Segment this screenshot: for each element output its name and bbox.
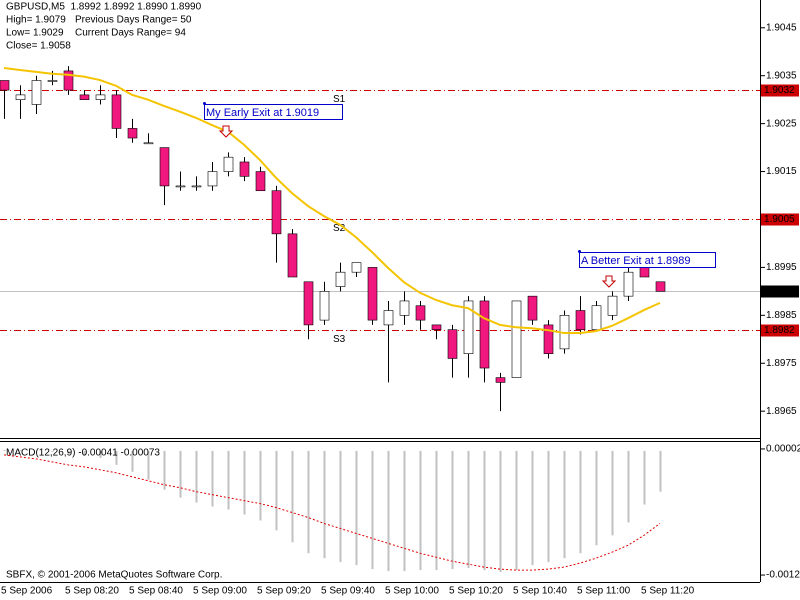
- candle-body: [639, 267, 650, 278]
- annotation-anchor: [578, 250, 581, 253]
- y-tick-label: 0.00002: [766, 444, 800, 455]
- y-tick-label: 1.9045: [766, 22, 797, 33]
- candle-body: [655, 281, 666, 292]
- candle-body: [271, 190, 282, 235]
- annotation-box: [204, 104, 343, 120]
- level-label: 1.8990: [764, 286, 795, 297]
- level-label: 1.9032: [764, 85, 795, 96]
- candle-body: [191, 185, 202, 188]
- chart-title: GBPUSD,M5 1.8992 1.8992 1.8990 1.8990: [6, 2, 202, 13]
- candle-body: [527, 295, 538, 321]
- y-tick-label: 1.9025: [766, 118, 797, 129]
- candle-body: [399, 300, 410, 316]
- annotation-box: [579, 252, 716, 268]
- candle-body: [495, 377, 506, 383]
- x-tick-label: 5 Sep 11:20: [641, 586, 695, 597]
- arrow: [218, 125, 234, 138]
- candle-body: [479, 300, 490, 369]
- x-tick-label: 5 Sep 09:00: [193, 586, 247, 597]
- level-label: 1.8982: [764, 325, 795, 336]
- x-tick-label: 5 Sep 09:20: [257, 586, 311, 597]
- level-label: 1.9005: [764, 214, 795, 225]
- candle-body: [591, 305, 602, 330]
- plot-layer: 1.9045 1.9035 1.9025 1.9015 1.9005 1.8995 1.89…: [0, 22, 800, 597]
- candle-body: [63, 70, 74, 91]
- info-line: High= 1.9079: [6, 15, 66, 26]
- candle-body: [79, 94, 90, 100]
- candle-body: [367, 267, 378, 321]
- candle-body: [111, 94, 122, 129]
- candle-body: [223, 156, 234, 172]
- candle-body: [623, 271, 634, 297]
- candle-body: [415, 305, 426, 321]
- candle-body: [143, 142, 154, 145]
- info-line: Close= 1.9058: [6, 41, 71, 52]
- candle-body: [447, 329, 458, 359]
- info-line: Previous Days Range= 50: [75, 15, 192, 26]
- candle-body: [463, 300, 474, 354]
- signal-line: [3, 454, 661, 571]
- annotation-anchor: [203, 102, 206, 105]
- level-box: [761, 84, 799, 97]
- level-box: [761, 213, 799, 226]
- level-name: S2: [333, 223, 346, 234]
- x-tick-label: 5 Sep 2006: [1, 586, 53, 597]
- candle-body: [351, 262, 362, 273]
- candle-body: [255, 171, 266, 192]
- y-tick-label: 1.9015: [766, 166, 797, 177]
- candle-body: [543, 324, 554, 354]
- candle-body: [159, 147, 170, 187]
- y-tick-label: 1.8975: [766, 358, 797, 369]
- candle-body: [31, 80, 42, 105]
- annotation: My Early Exit at 1.9019: [206, 107, 319, 119]
- level-box: [761, 324, 799, 337]
- candle-body: [511, 300, 522, 378]
- x-tick-label: 5 Sep 08:20: [65, 586, 119, 597]
- candle-body: [175, 185, 186, 188]
- y-tick-label: 1.8965: [766, 406, 797, 417]
- x-tick-label: 5 Sep 11:00: [577, 586, 631, 597]
- info-line: Low= 1.9029: [6, 28, 64, 39]
- candle-body: [303, 281, 314, 326]
- candle-body: [287, 233, 298, 278]
- y-tick-label: 1.8995: [766, 262, 797, 273]
- y-tick-label: 1.9035: [766, 70, 797, 81]
- candle-body: [207, 171, 218, 187]
- candle-body: [127, 128, 138, 139]
- level-name: S3: [333, 334, 346, 345]
- x-tick-label: 5 Sep 08:40: [129, 586, 183, 597]
- level-box: [761, 285, 799, 298]
- candle-body: [335, 271, 346, 287]
- x-tick-label: 5 Sep 09:40: [321, 586, 375, 597]
- candle-body: [575, 310, 586, 330]
- level-name: S1: [333, 94, 346, 105]
- x-tick-label: 5 Sep 10:40: [513, 586, 567, 597]
- candle-body: [431, 324, 442, 330]
- annotation: A Better Exit at 1.8989: [581, 255, 690, 267]
- x-tick-label: 5 Sep 10:00: [385, 586, 439, 597]
- y-tick-label: 1.8985: [766, 310, 797, 321]
- info-line: Current Days Range= 94: [75, 28, 186, 39]
- candle-body: [607, 295, 618, 316]
- y-tick-label: -0.00125: [766, 570, 800, 581]
- x-tick-label: 5 Sep 10:20: [449, 586, 503, 597]
- candle-body: [47, 80, 58, 82]
- moving-average: [3, 67, 661, 335]
- candle-body: [95, 94, 106, 100]
- candle-body: [15, 94, 26, 100]
- candle-body: [319, 291, 330, 321]
- footer: SBFX, © 2001-2006 MetaQuotes Software Co…: [6, 570, 222, 581]
- candle-body: [239, 161, 250, 177]
- candle-body: [0, 80, 10, 91]
- candle-body: [383, 310, 394, 326]
- macd-title: MACD(12,26,9) -0.00041 -0.00073: [6, 448, 160, 459]
- arrow: [601, 275, 617, 288]
